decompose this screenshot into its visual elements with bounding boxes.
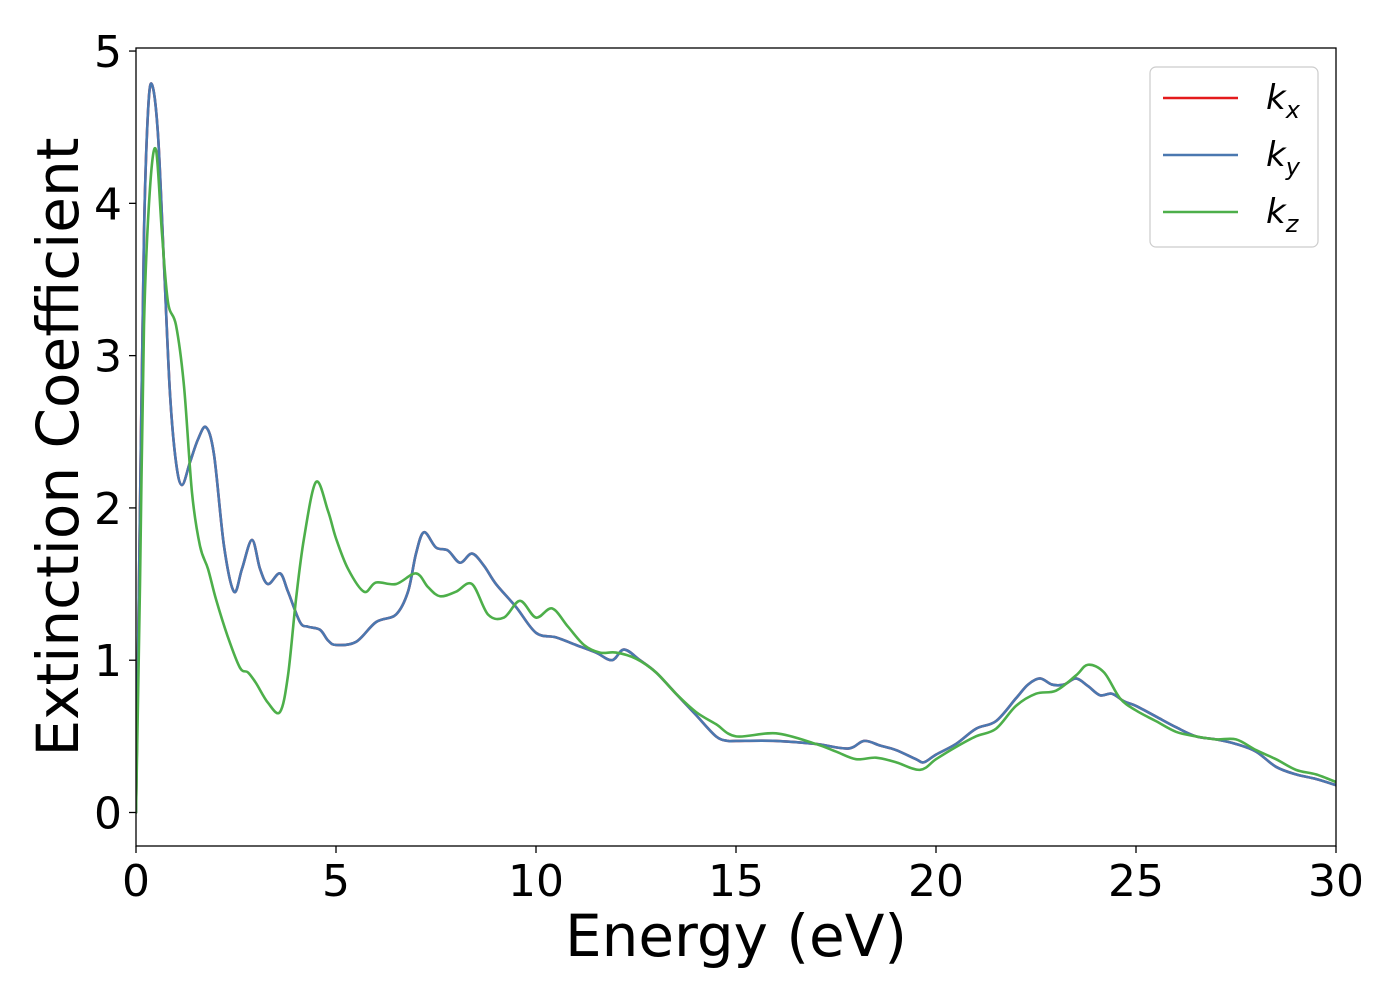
x-tick-label: 5 (322, 856, 350, 907)
series-line-y (136, 82, 1336, 814)
x-tick-label: 10 (508, 856, 564, 907)
x-axis-label: Energy (eV) (565, 902, 907, 970)
y-tick-label: 4 (94, 179, 122, 230)
y-axis-label: Extinction Coefficient (24, 138, 92, 757)
x-tick-label: 30 (1308, 856, 1364, 907)
x-tick-label: 25 (1108, 856, 1164, 907)
series-line-z (136, 146, 1336, 814)
y-tick-label: 2 (94, 484, 122, 535)
y-tick-label: 3 (94, 332, 122, 383)
y-tick-label: 0 (94, 788, 122, 839)
x-tick-label: 20 (908, 856, 964, 907)
series-layer (136, 82, 1336, 814)
legend-box (1149, 66, 1319, 248)
y-tick-label: 5 (94, 27, 122, 78)
x-tick-label: 0 (122, 856, 150, 907)
y-tick-label: 1 (94, 636, 122, 687)
tick-layer: 0 5 10 15 20 25 30 0 1 2 3 4 5 (94, 27, 1364, 907)
x-tick-label: 15 (708, 856, 764, 907)
